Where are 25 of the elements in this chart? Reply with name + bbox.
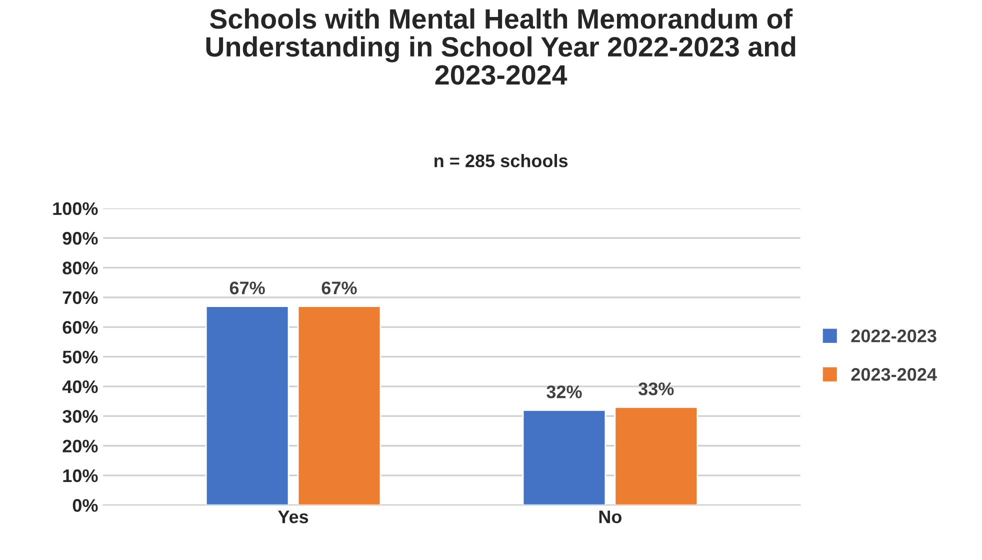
y-tick-label: 0% bbox=[72, 499, 98, 512]
y-tick-label: 70% bbox=[62, 291, 98, 304]
data-label: 32% bbox=[546, 385, 582, 398]
y-tick-label: 40% bbox=[62, 380, 98, 394]
legend-label: 2023-2024 bbox=[851, 368, 937, 381]
chart-subtitle: n = 285 schools bbox=[434, 154, 568, 168]
y-tick-label: 80% bbox=[62, 262, 98, 274]
y-tick-label: 60% bbox=[62, 320, 98, 334]
y-tick-label: 50% bbox=[62, 350, 98, 364]
bar bbox=[522, 409, 606, 506]
chart-title: Schools with Mental Health Memorandum of Understanding in School Year 2022-2023 and 2023-2024 bbox=[206, 8, 796, 85]
y-tick-label: 90% bbox=[62, 232, 98, 245]
bar bbox=[205, 306, 290, 506]
y-tick-label: 10% bbox=[63, 469, 98, 482]
bar bbox=[297, 306, 382, 506]
x-tick-label: Yes bbox=[278, 510, 308, 524]
legend-label: 2022-2023 bbox=[851, 330, 936, 342]
x-tick-label: No bbox=[599, 510, 622, 524]
y-tick-label: 100% bbox=[53, 202, 98, 216]
data-label: 33% bbox=[638, 382, 674, 396]
data-label: 67% bbox=[322, 282, 357, 294]
data-label: 67% bbox=[230, 282, 265, 294]
bar bbox=[614, 406, 698, 506]
y-tick-label: 20% bbox=[62, 440, 98, 452]
y-tick-label: 30% bbox=[62, 410, 98, 423]
